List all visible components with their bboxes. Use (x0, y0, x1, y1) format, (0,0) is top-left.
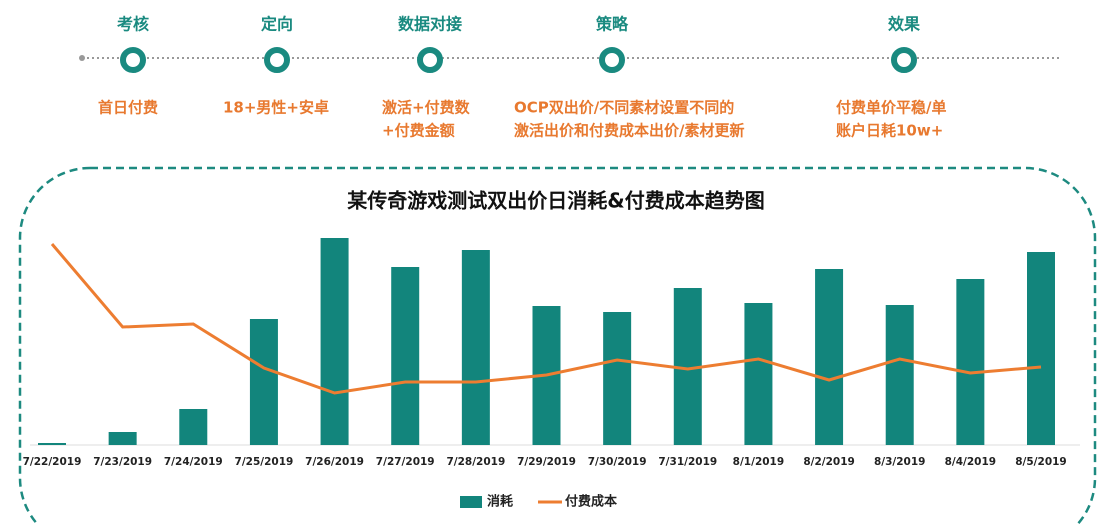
bar (815, 269, 844, 445)
x-tick-label: 7/22/2019 (23, 456, 82, 468)
x-tick-label: 7/31/2019 (658, 456, 717, 468)
stage-dot (417, 47, 443, 73)
bar (320, 238, 349, 445)
x-tick-label: 7/23/2019 (93, 456, 152, 468)
x-tick-label: 7/26/2019 (305, 456, 364, 468)
stage-description: 首日付费 (98, 99, 158, 117)
x-tick-label: 8/5/2019 (1015, 456, 1067, 468)
x-tick-label: 8/3/2019 (874, 456, 926, 468)
bar (744, 303, 773, 445)
stage-description: 付费单价平稳/单 (836, 99, 946, 117)
stage-description: 激活+付费数 (382, 99, 471, 117)
bar (179, 409, 208, 445)
stage-dot (120, 47, 146, 73)
line (50, 243, 1042, 395)
bar (885, 305, 914, 445)
x-tick-label: 8/1/2019 (733, 456, 785, 468)
bar (1027, 252, 1055, 445)
bar (391, 267, 420, 445)
bar (956, 279, 985, 445)
bar (603, 312, 632, 445)
x-tick-label: 7/25/2019 (235, 456, 294, 468)
x-tick-label: 8/2/2019 (803, 456, 855, 468)
stage-dot (891, 47, 917, 73)
legend-label: 消耗 (487, 494, 513, 510)
stage-label: 数据对接 (398, 15, 462, 34)
chart-title: 某传奇游戏测试双出价日消耗&付费成本趋势图 (347, 189, 764, 213)
x-tick-label: 7/27/2019 (376, 456, 435, 468)
bar (249, 319, 278, 445)
stage-label: 效果 (888, 15, 920, 34)
stage-label: 定向 (260, 15, 293, 34)
x-tick-label: 7/24/2019 (164, 456, 223, 468)
stage-description: 激活出价和付费成本出价/素材更新 (514, 122, 744, 140)
bar (461, 250, 490, 445)
stage-label: 策略 (595, 15, 629, 34)
timeline-start (79, 55, 85, 61)
legend-swatch (460, 496, 482, 508)
x-tick-label: 8/4/2019 (945, 456, 997, 468)
bar (38, 443, 66, 445)
x-tick-label: 7/30/2019 (588, 456, 647, 468)
stage-description: OCP双出价/不同素材设置不同的 (514, 99, 734, 117)
x-tick-label: 7/28/2019 (446, 456, 505, 468)
stage-dot (599, 47, 625, 73)
stage-dot (264, 47, 290, 73)
bar (108, 432, 137, 445)
chart-frame (18, 166, 1097, 524)
stage-label: 考核 (117, 15, 149, 34)
stage-description: +付费金额 (382, 122, 455, 140)
legend-label: 付费成本 (565, 494, 617, 510)
x-tick-label: 7/29/2019 (517, 456, 576, 468)
stage-description: 账户日耗10w+ (836, 122, 943, 140)
stage-description: 18+男性+安卓 (223, 99, 329, 117)
